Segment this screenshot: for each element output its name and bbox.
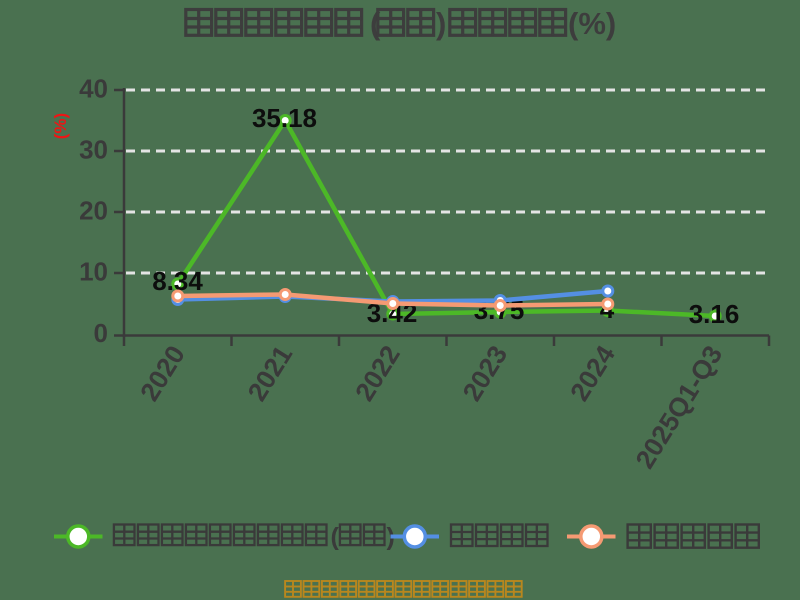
svg-text:30: 30 [79, 135, 108, 165]
svg-text:3.16: 3.16 [689, 299, 740, 329]
svg-text:(%): (%) [51, 113, 70, 139]
svg-text:35.18: 35.18 [252, 103, 317, 133]
svg-text:10: 10 [79, 257, 108, 287]
svg-text:(: ( [331, 523, 340, 551]
svg-text:(: ( [370, 6, 381, 41]
svg-text:(%): (%) [568, 6, 616, 41]
svg-text:40: 40 [79, 74, 108, 104]
svg-text:20: 20 [79, 196, 108, 226]
svg-text:): ) [436, 6, 446, 41]
svg-text:0: 0 [94, 318, 108, 348]
